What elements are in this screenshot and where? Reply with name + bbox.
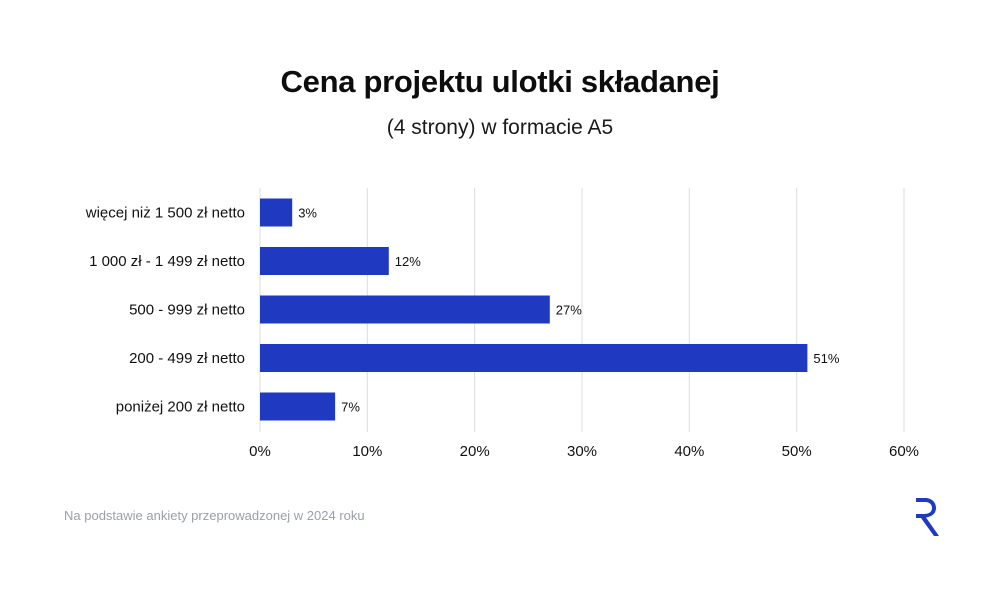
footnote: Na podstawie ankiety przeprowadzonej w 2… <box>64 508 365 523</box>
chart-subtitle: (4 strony) w formacie A5 <box>386 116 614 139</box>
value-label: 51% <box>813 351 839 366</box>
category-label: więcej niż 1 500 zł netto <box>85 205 245 222</box>
category-label: 1 000 zł - 1 499 zł netto <box>89 253 245 270</box>
x-tick-label: 40% <box>674 443 704 460</box>
value-label: 3% <box>298 206 317 221</box>
r-logo-icon <box>916 498 939 536</box>
bar <box>260 198 293 227</box>
category-label: 200 - 499 zł netto <box>129 350 245 367</box>
x-tick-label: 20% <box>460 443 490 460</box>
x-tick-label: 0% <box>249 443 271 460</box>
x-tick-label: 10% <box>352 443 382 460</box>
value-label: 12% <box>395 254 421 269</box>
category-label: 500 - 999 zł netto <box>129 302 245 319</box>
bar <box>260 295 550 324</box>
value-label: 7% <box>341 400 360 415</box>
x-tick-label: 30% <box>567 443 597 460</box>
value-label: 27% <box>556 303 582 318</box>
chart-title: Cena projektu ulotki składanej <box>280 64 720 99</box>
bar <box>260 247 389 275</box>
x-tick-label: 50% <box>782 443 812 460</box>
bar <box>260 392 336 421</box>
category-label: poniżej 200 zł netto <box>116 399 245 416</box>
x-tick-label: 60% <box>889 443 919 460</box>
bar <box>260 344 808 372</box>
